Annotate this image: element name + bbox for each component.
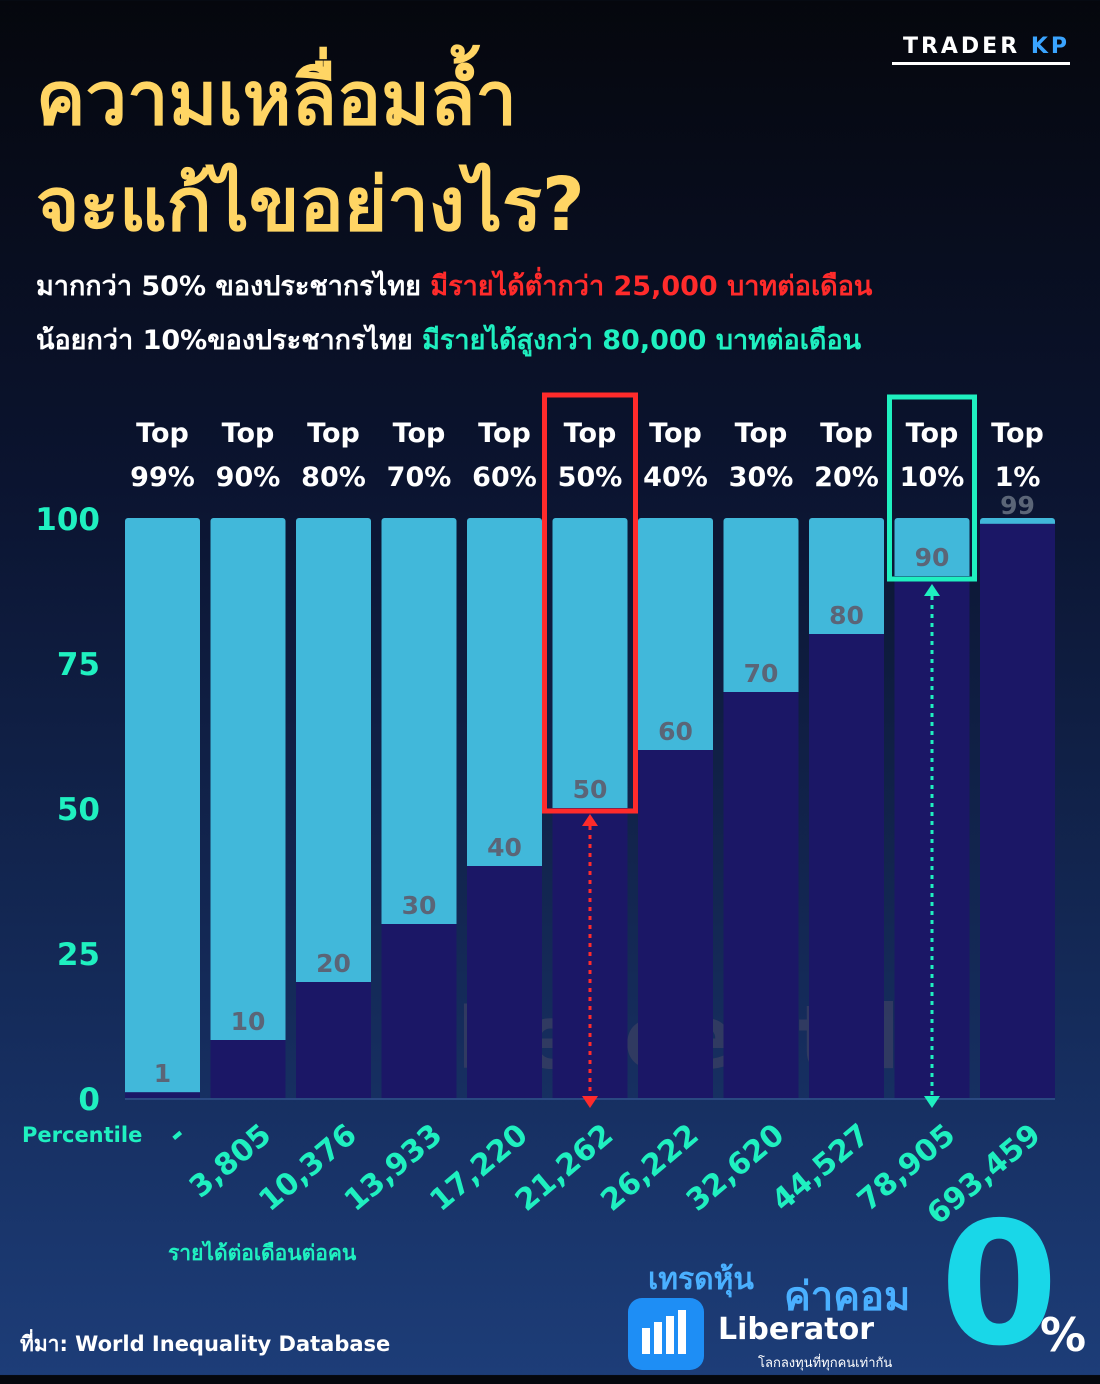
brand-main: TRADER bbox=[902, 34, 1021, 59]
bar-background bbox=[210, 518, 286, 1098]
bar-value bbox=[723, 692, 799, 1098]
top-label-percent: 40% bbox=[643, 462, 708, 493]
highlight-red-arrow-tail bbox=[582, 1096, 598, 1108]
top-label-word: Top bbox=[991, 418, 1044, 449]
subtitle-2-green: มีรายได้สูงกว่า 80,000 บาทต่อเดือน bbox=[422, 325, 862, 356]
bar-value bbox=[467, 866, 542, 1098]
title-line-2: จะแก้ไขอย่างไร? bbox=[36, 162, 585, 248]
top-label-word: Top bbox=[735, 418, 788, 449]
percentile-chart: Percentile02550751001Top99%-10Top90%3,80… bbox=[22, 392, 1055, 1265]
y-tick-label: 25 bbox=[57, 937, 100, 973]
top-label-percent: 1% bbox=[995, 462, 1041, 493]
top-label-word: Top bbox=[478, 418, 531, 449]
y-tick-label: 0 bbox=[78, 1082, 100, 1118]
top-label-percent: 70% bbox=[387, 462, 452, 493]
brand-accent: KP bbox=[1030, 34, 1070, 59]
bar-value-label: 10 bbox=[231, 1007, 266, 1036]
bar-value-label: 50 bbox=[573, 775, 608, 804]
top-label-word: Top bbox=[393, 418, 446, 449]
subtitle-2-white: น้อยกว่า 10%ของประชากรไทย bbox=[36, 325, 423, 356]
liberator-logo-icon bbox=[628, 1298, 704, 1370]
highlight-red-arrow-head bbox=[582, 814, 598, 826]
top-label-word: Top bbox=[222, 418, 275, 449]
subtitle-1-white: มากกว่า 50% ของประชากรไทย bbox=[36, 271, 431, 302]
top-label-percent: 99% bbox=[130, 462, 195, 493]
bar-value bbox=[381, 924, 457, 1098]
highlight-green-box bbox=[887, 394, 977, 582]
top-label-percent: 10% bbox=[900, 462, 965, 493]
top-label-percent: 30% bbox=[729, 462, 794, 493]
subtitle-line-2: น้อยกว่า 10%ของประชากรไทย มีรายได้สูงกว่… bbox=[36, 318, 861, 361]
bar-value bbox=[125, 1092, 200, 1098]
source-note: ที่มา: World Inequality Database bbox=[20, 1332, 391, 1356]
bar-value-label: 99 bbox=[1000, 491, 1035, 520]
title-line-1: ความเหลื่อมล้ำ bbox=[36, 56, 517, 142]
y-tick-label: 75 bbox=[57, 647, 100, 683]
y-axis-title: Percentile bbox=[22, 1123, 142, 1147]
ad-zero: 0 bbox=[940, 1186, 1059, 1384]
income-label: - bbox=[161, 1117, 193, 1152]
bar-value-label: 70 bbox=[744, 659, 779, 688]
bar-value bbox=[980, 523, 1055, 1098]
x-axis-title: รายได้ต่อเดือนต่อคน bbox=[168, 1240, 357, 1265]
top-label-word: Top bbox=[820, 418, 873, 449]
bar-value bbox=[210, 1040, 286, 1098]
bar-value-label: 30 bbox=[402, 891, 437, 920]
bar-value-label: 90 bbox=[915, 543, 950, 572]
brand-logo: TRADER KP bbox=[903, 34, 1070, 59]
top-label-percent: 60% bbox=[472, 462, 537, 493]
brand-underline bbox=[892, 62, 1070, 65]
ad-brand-name: Liberator bbox=[718, 1312, 875, 1347]
bar-value-label: 1 bbox=[154, 1059, 171, 1088]
bar-value bbox=[809, 634, 884, 1098]
top-label-word: Top bbox=[307, 418, 360, 449]
top-label-word: Top bbox=[906, 418, 959, 449]
highlight-green-arrow-head bbox=[924, 584, 940, 596]
bar-value-label: 40 bbox=[487, 833, 522, 862]
bar-value bbox=[638, 750, 713, 1098]
bar-background bbox=[296, 518, 371, 1098]
top-label-percent: 50% bbox=[558, 462, 623, 493]
bar-value bbox=[296, 982, 371, 1098]
subtitle-line-1: มากกว่า 50% ของประชากรไทย มีรายได้ต่ำกว่… bbox=[36, 264, 872, 307]
top-label-word: Top bbox=[564, 418, 617, 449]
subtitle-1-red: มีรายได้ต่ำกว่า 25,000 บาทต่อเดือน bbox=[430, 271, 873, 302]
ad-percent: % bbox=[1040, 1308, 1087, 1362]
top-label-percent: 20% bbox=[814, 462, 879, 493]
top-label-word: Top bbox=[649, 418, 702, 449]
top-label-percent: 90% bbox=[216, 462, 281, 493]
bar-value-label: 80 bbox=[829, 601, 864, 630]
top-label-percent: 80% bbox=[301, 462, 366, 493]
top-label-word: Top bbox=[136, 418, 189, 449]
bar-value-label: 60 bbox=[658, 717, 693, 746]
ad-tag: เทรดหุ้น bbox=[648, 1262, 754, 1297]
highlight-red-box bbox=[542, 392, 638, 814]
ad-slogan: โลกลงทุนที่ทุกคนเท่ากัน bbox=[758, 1356, 893, 1371]
bar-value-label: 20 bbox=[316, 949, 351, 978]
y-tick-label: 100 bbox=[35, 502, 100, 538]
y-tick-label: 50 bbox=[57, 792, 100, 828]
ad-kom: ค่าคอม bbox=[784, 1274, 911, 1320]
highlight-green-arrow-tail bbox=[924, 1096, 940, 1108]
bar-background bbox=[125, 518, 200, 1098]
